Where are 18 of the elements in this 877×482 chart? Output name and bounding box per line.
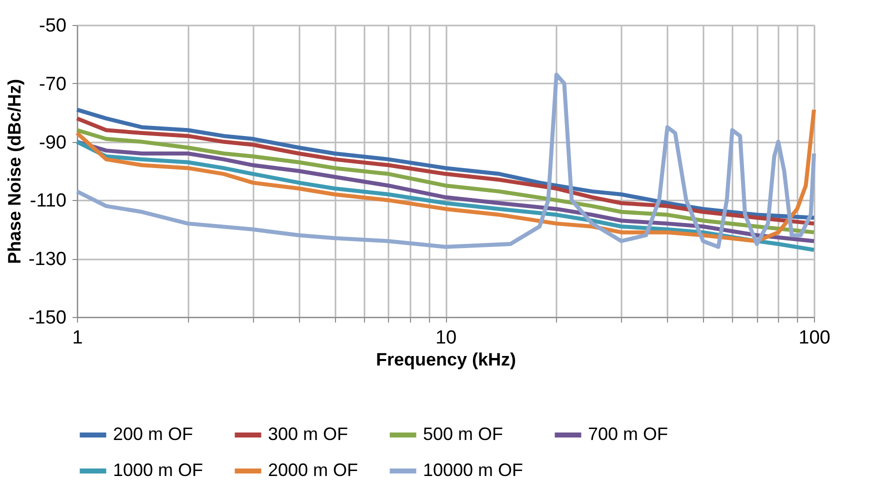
- y-tick-label: -70: [39, 74, 66, 95]
- legend-label: 10000 m OF: [423, 460, 524, 480]
- x-tick-label: 100: [798, 328, 830, 348]
- y-tick-label: -110: [30, 190, 66, 212]
- x-axis-title: Frequency (kHz): [376, 350, 516, 370]
- y-tick-label: -130: [28, 249, 66, 270]
- legend-label: 200 m OF: [113, 424, 194, 444]
- legend-label: 500 m OF: [423, 424, 504, 444]
- legend-label: 2000 m OF: [268, 460, 358, 480]
- y-axis-title: Phase Noise (dBc/Hz): [4, 78, 24, 264]
- x-tick-label: 1: [72, 328, 83, 348]
- x-tick-label: 10: [435, 328, 457, 348]
- legend-label: 700 m OF: [588, 424, 668, 444]
- y-tick-label: -50: [39, 16, 66, 36]
- legend-label: 300 m OF: [268, 424, 348, 444]
- y-tick-label: -90: [39, 132, 66, 154]
- y-tick-label: -150: [28, 308, 66, 328]
- legend-label: 1000 m OF: [113, 460, 204, 480]
